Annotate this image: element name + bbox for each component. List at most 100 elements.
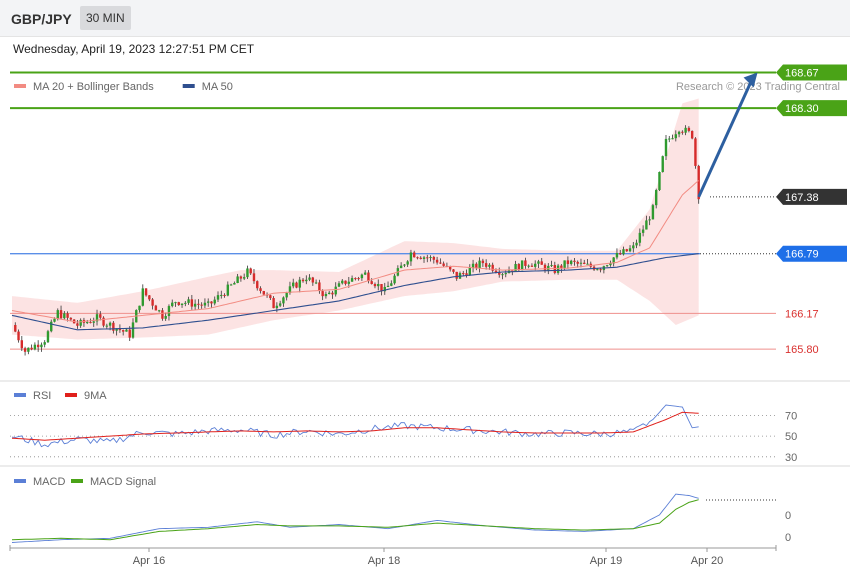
- candle-body: [576, 261, 579, 264]
- candle-body: [17, 331, 20, 341]
- candle-body: [331, 292, 334, 295]
- candle-body: [599, 269, 602, 271]
- candle-body: [282, 297, 285, 304]
- candle-body: [511, 270, 514, 272]
- candle-body: [370, 281, 373, 285]
- candle-body: [33, 344, 37, 350]
- candle-body: [422, 257, 426, 259]
- candle-body: [501, 274, 504, 276]
- candle-body: [681, 131, 684, 133]
- candle-body: [504, 273, 507, 275]
- candle-body: [684, 127, 687, 133]
- candle-body: [609, 263, 612, 266]
- candle-body: [612, 257, 615, 264]
- timeframe-button[interactable]: 30 MIN: [80, 6, 131, 30]
- candle-body: [262, 291, 265, 295]
- projection-arrow: [697, 79, 753, 198]
- candle-body: [690, 130, 694, 139]
- candle-body: [180, 303, 184, 306]
- candle-body: [79, 319, 82, 326]
- candle-body: [27, 347, 30, 352]
- candle-body: [151, 299, 154, 306]
- candle-body: [321, 291, 324, 297]
- candle-body: [53, 318, 56, 322]
- candle-body: [226, 284, 230, 296]
- candle-body: [220, 294, 223, 296]
- candle-body: [560, 265, 563, 269]
- candle-body: [43, 342, 46, 345]
- legend-swatch: [65, 393, 77, 397]
- candle-body: [442, 263, 445, 266]
- candle-body: [625, 249, 628, 252]
- candle-body: [311, 277, 315, 283]
- candle-body: [229, 284, 233, 286]
- candle-body: [429, 257, 432, 259]
- legend-swatch: [14, 84, 26, 88]
- candle-body: [275, 305, 279, 309]
- candle-body: [236, 276, 239, 284]
- candle-body: [615, 252, 619, 258]
- candle-body: [184, 302, 187, 304]
- candle-body: [305, 279, 308, 282]
- candle-body: [556, 265, 560, 273]
- candle-body: [154, 305, 158, 311]
- candle-body: [386, 285, 390, 287]
- candle-body: [69, 317, 73, 320]
- candle-body: [569, 260, 573, 264]
- candle-body: [203, 302, 207, 306]
- candle-body: [89, 322, 92, 324]
- candle-body: [651, 205, 655, 220]
- candle-body: [50, 321, 53, 332]
- level-tag: [776, 64, 847, 81]
- candle-body: [288, 286, 292, 293]
- candle-body: [517, 263, 521, 271]
- candle-body: [187, 299, 190, 303]
- candle-body: [121, 330, 125, 332]
- candle-body: [259, 288, 262, 292]
- candle-body: [216, 295, 220, 300]
- candle-body: [687, 127, 691, 131]
- candle-body: [390, 283, 393, 286]
- candle-body: [537, 261, 540, 264]
- candle-body: [30, 347, 33, 350]
- candle-body: [471, 263, 475, 268]
- candle-body: [550, 265, 553, 267]
- legend-label-rsi-0: RSI: [33, 390, 51, 402]
- candle-body: [367, 272, 370, 282]
- candle-body: [622, 249, 625, 255]
- candle-body: [638, 232, 642, 243]
- candle-body: [210, 301, 213, 304]
- candle-body: [654, 190, 658, 206]
- candle-body: [59, 310, 63, 319]
- candle-body: [439, 262, 442, 264]
- rsi-ma-line: [11, 411, 699, 441]
- candle-body: [36, 344, 40, 348]
- candle-body: [530, 265, 534, 267]
- candle-body: [223, 294, 226, 296]
- candle-body: [478, 260, 481, 269]
- candle-body: [314, 282, 318, 284]
- candle-body: [102, 317, 105, 326]
- symbol-label: GBP/JPY: [11, 11, 72, 27]
- candle-body: [141, 288, 144, 306]
- candle-body: [278, 303, 282, 306]
- legend-label-macd-0: MACD: [33, 476, 65, 488]
- support-label: 166.17: [785, 308, 819, 320]
- candle-body: [66, 313, 69, 318]
- legend-label-macd-1: MACD Signal: [90, 476, 156, 488]
- candle-body: [563, 260, 566, 269]
- candle-body: [491, 264, 494, 271]
- candle-body: [285, 292, 288, 298]
- candle-body: [125, 329, 128, 332]
- candle-body: [190, 299, 194, 307]
- candle-body: [520, 260, 524, 271]
- candle-body: [452, 269, 455, 272]
- candle-body: [435, 259, 439, 263]
- candle-body: [354, 278, 357, 280]
- macd-tick-label: 0: [785, 532, 791, 544]
- candle-body: [658, 172, 661, 191]
- candle-body: [197, 303, 200, 305]
- last-price-tag: [776, 188, 847, 205]
- candle-body: [105, 325, 109, 327]
